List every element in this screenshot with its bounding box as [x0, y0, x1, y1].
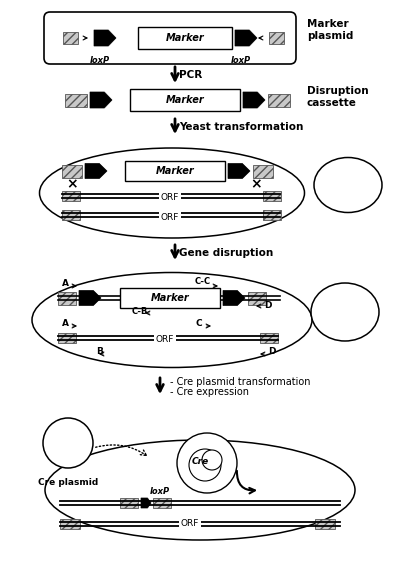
- Text: loxP: loxP: [90, 56, 110, 65]
- Bar: [138, 27, 231, 49]
- Text: Marker: Marker: [165, 33, 204, 43]
- Text: D: D: [267, 348, 275, 357]
- Text: ×: ×: [66, 177, 78, 191]
- Bar: [65, 94, 87, 107]
- Bar: [268, 32, 283, 44]
- Ellipse shape: [39, 148, 304, 238]
- Text: Marker: Marker: [165, 95, 204, 105]
- Polygon shape: [94, 30, 116, 46]
- Text: loxP: loxP: [230, 56, 250, 65]
- Bar: [58, 333, 76, 343]
- Polygon shape: [141, 498, 151, 508]
- Bar: [262, 191, 280, 201]
- Text: - Cre expression: - Cre expression: [170, 387, 248, 397]
- Bar: [259, 333, 277, 343]
- Text: A: A: [62, 280, 69, 289]
- Polygon shape: [242, 92, 264, 108]
- Text: ORF: ORF: [160, 193, 179, 202]
- Bar: [62, 210, 80, 220]
- Polygon shape: [228, 163, 249, 179]
- Circle shape: [189, 449, 221, 481]
- Polygon shape: [235, 30, 256, 46]
- Bar: [120, 498, 138, 508]
- Text: D: D: [263, 301, 271, 310]
- Text: PCR: PCR: [178, 70, 202, 80]
- Text: Marker: Marker: [155, 166, 194, 176]
- Polygon shape: [223, 290, 244, 306]
- Text: A: A: [62, 319, 69, 328]
- Text: B: B: [96, 348, 103, 357]
- Text: Yeast transformation: Yeast transformation: [178, 121, 303, 132]
- Circle shape: [177, 433, 236, 493]
- Bar: [262, 210, 280, 220]
- Bar: [60, 519, 80, 529]
- Ellipse shape: [310, 283, 378, 341]
- Polygon shape: [209, 465, 219, 473]
- Bar: [130, 89, 240, 111]
- Circle shape: [202, 450, 221, 470]
- Circle shape: [43, 418, 93, 468]
- Polygon shape: [90, 92, 112, 108]
- Ellipse shape: [45, 440, 354, 540]
- Text: ×: ×: [249, 177, 261, 191]
- Text: C-C: C-C: [195, 277, 211, 286]
- Text: ORF: ORF: [160, 213, 179, 222]
- Text: Marker: Marker: [150, 293, 189, 303]
- Text: C-B: C-B: [131, 307, 147, 316]
- Text: Gene disruption: Gene disruption: [178, 248, 273, 257]
- Bar: [252, 164, 272, 177]
- Text: Disruption
cassette: Disruption cassette: [306, 86, 368, 108]
- Polygon shape: [79, 290, 101, 306]
- Bar: [120, 288, 219, 308]
- FancyBboxPatch shape: [44, 12, 295, 64]
- Polygon shape: [85, 163, 107, 179]
- Ellipse shape: [313, 158, 381, 213]
- Bar: [267, 94, 289, 107]
- Bar: [314, 519, 334, 529]
- Text: loxP: loxP: [150, 486, 170, 496]
- Text: Cre: Cre: [191, 456, 208, 466]
- Bar: [62, 164, 82, 177]
- Ellipse shape: [32, 273, 311, 367]
- Bar: [247, 291, 266, 304]
- Text: Cre plasmid: Cre plasmid: [38, 478, 98, 487]
- Bar: [63, 32, 78, 44]
- Text: - Cre plasmid transformation: - Cre plasmid transformation: [170, 377, 310, 387]
- Text: ORF: ORF: [180, 519, 199, 528]
- Bar: [62, 191, 80, 201]
- Bar: [58, 291, 76, 304]
- Text: Marker
plasmid: Marker plasmid: [306, 19, 353, 41]
- Bar: [125, 161, 224, 181]
- Bar: [153, 498, 171, 508]
- Text: C: C: [195, 319, 202, 328]
- Text: ORF: ORF: [155, 336, 174, 345]
